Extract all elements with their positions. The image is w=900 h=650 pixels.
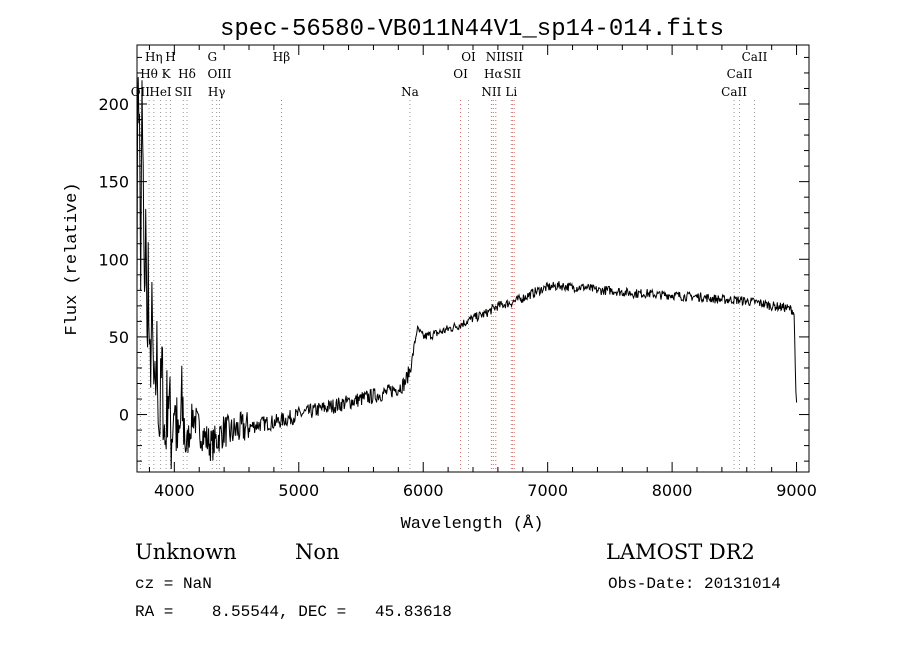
spectrum-line [136, 77, 798, 470]
line-label: Na [401, 85, 419, 99]
line-label: NII [486, 50, 506, 64]
object-class: Unknown [135, 540, 237, 564]
line-label: OI [453, 67, 468, 81]
line-label: CaII [721, 85, 747, 99]
y-tick-label: 0 [119, 406, 129, 425]
emission-line-markers: OII Hθ Hη HeI KH SII Hδ G Hγ OIII Hβ Na OI OI NII NII Hα… [131, 50, 768, 472]
line-label: Hη [145, 50, 163, 64]
line-label: Li [505, 85, 517, 99]
line-label: Hθ [140, 67, 158, 81]
y-tick-label: 150 [98, 173, 129, 192]
x-tick-label: 9000 [776, 481, 817, 500]
y-tick-label: 200 [98, 95, 129, 114]
line-label: Hδ [178, 67, 196, 81]
line-label: K [162, 67, 172, 81]
chart-title: spec-56580-VB011N44V1_sp14-014.fits [220, 16, 724, 43]
observation-date: Obs-Date: 20131014 [608, 575, 781, 593]
line-label: NII [481, 85, 501, 99]
x-tick-label: 8000 [652, 481, 693, 500]
survey-name: LAMOST DR2 [606, 540, 755, 564]
x-tick-label: 5000 [278, 481, 319, 500]
line-label: OI [461, 50, 476, 64]
line-label: HeI [149, 85, 172, 99]
y-tick-label: 100 [98, 250, 129, 269]
x-tick-label: 4000 [154, 481, 195, 500]
line-label: OIII [207, 67, 231, 81]
line-label: H [165, 50, 175, 64]
plot-frame [136, 44, 810, 473]
y-axis-label: Flux (relative) [63, 182, 82, 335]
line-label: CaII [727, 67, 753, 81]
redshift-cz: cz = NaN [135, 575, 212, 593]
y-tick-label: 50 [109, 328, 129, 347]
x-tick-label: 7000 [527, 481, 568, 500]
line-label: Hα [484, 67, 503, 81]
line-label: SII [503, 67, 521, 81]
ra-dec-coordinates: RA = 8.55544, DEC = 45.83618 [135, 603, 452, 621]
line-label: OII [131, 85, 151, 99]
line-label: CaII [742, 50, 768, 64]
line-label: SII [174, 85, 192, 99]
object-subclass: Non [295, 540, 340, 564]
line-label: Hγ [208, 85, 226, 99]
line-label: G [207, 50, 217, 64]
line-label: Hβ [273, 50, 290, 64]
line-label: SII [505, 50, 523, 64]
x-axis-label: Wavelength (Å) [401, 515, 544, 534]
x-tick-label: 6000 [403, 481, 444, 500]
